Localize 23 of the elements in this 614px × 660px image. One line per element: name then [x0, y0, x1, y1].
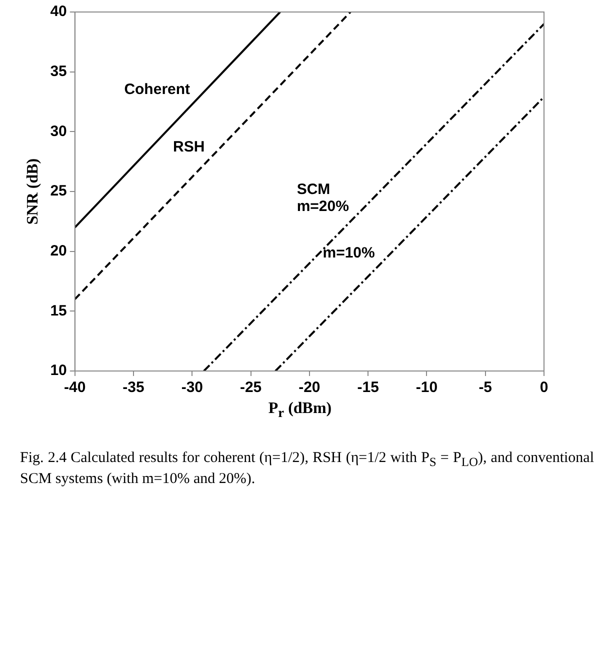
series-label: m=10% [322, 244, 375, 262]
x-tick-label: -5 [478, 379, 492, 396]
x-tick-label: -35 [122, 379, 144, 396]
x-tick-label: -15 [357, 379, 379, 396]
x-tick-label: -30 [181, 379, 204, 396]
series-label: Coherent [124, 81, 190, 98]
x-tick-label: -20 [298, 379, 320, 396]
series-label: SCM m=20% [296, 180, 349, 215]
y-tick-label: 40 [50, 3, 67, 20]
y-tick-label: 15 [50, 302, 67, 320]
y-tick-label: 10 [50, 362, 67, 380]
y-axis-title: SNR (dB) [24, 158, 42, 225]
series-label: RSH [173, 138, 205, 156]
x-tick-label: 0 [540, 379, 548, 396]
x-axis-title: P$_{r}$ (dBm) [267, 400, 333, 422]
x-tick-label: -25 [240, 379, 262, 396]
y-tick-label: 20 [50, 242, 67, 260]
x-tick-label: -40 [64, 379, 86, 396]
x-tick-label: -10 [416, 379, 438, 396]
text: Fig. 2.4 Calculated results for coherent (η=1/2), RSH (η=1/2 with P$_{S}$ = P$_{LO}$), and conventional SCM systems (with m=10% and 20%). [20, 450, 594, 488]
y-tick-label: 25 [50, 182, 67, 200]
y-tick-label: 30 [50, 122, 67, 140]
y-tick-label: 35 [50, 62, 67, 80]
